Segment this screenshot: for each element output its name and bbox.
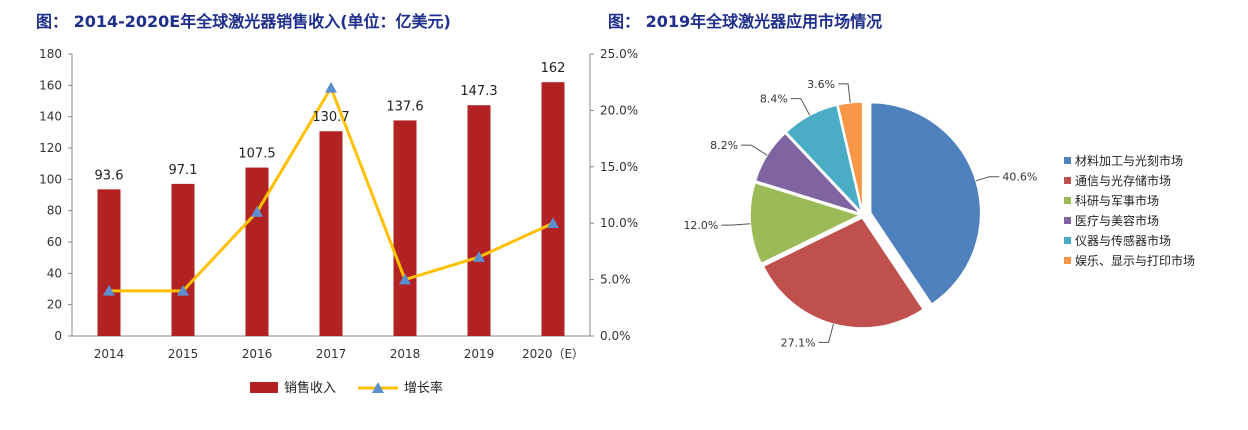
growth-rate-point <box>399 273 411 285</box>
pie-leader-line <box>790 98 811 116</box>
bar <box>393 120 417 336</box>
y-tick-label-left: 40 <box>47 266 62 280</box>
pie-leader-line <box>741 144 768 156</box>
chart-title-right: 图： 2019年全球激光器应用市场情况 <box>608 12 883 31</box>
pie-legend-label: 娱乐、显示与打印市场 <box>1075 253 1195 268</box>
growth-rate-point <box>325 81 337 93</box>
bar-data-label: 130.7 <box>312 110 349 125</box>
pie-data-label: 27.1% <box>781 336 816 349</box>
legend-label-revenue: 销售收入 <box>284 380 336 396</box>
pie-slice <box>785 104 863 215</box>
y-tick-label-left: 100 <box>39 172 62 186</box>
pie-data-label: 12.0% <box>683 219 718 232</box>
legend-swatch-revenue <box>250 382 278 393</box>
x-tick-label: 2019 <box>464 347 495 361</box>
pie-legend-swatch <box>1064 177 1071 184</box>
pie-chart: 40.6% 27.1% 12.0% 8.2% 8.4% 3.6% 材料加工与光刻市场通信与… <box>683 78 1195 350</box>
pie-leader-line <box>818 323 834 343</box>
y-tick-label-right: 10.0% <box>600 216 638 230</box>
x-tick-label: 2017 <box>316 347 347 361</box>
legend-label-growth: 增长率 <box>404 380 443 396</box>
y-tick-label-left: 140 <box>39 110 62 124</box>
pie-data-label: 8.2% <box>710 139 738 152</box>
bar-data-label: 137.6 <box>386 99 423 114</box>
y-tick-label-left: 160 <box>39 78 62 92</box>
x-tick-label: 2018 <box>390 347 421 361</box>
bar <box>245 167 269 336</box>
y-tick-label-left: 20 <box>47 298 62 312</box>
y-tick-label-right: 15.0% <box>600 160 638 174</box>
pie-legend-swatch <box>1064 197 1071 204</box>
pie-legend-swatch <box>1064 157 1071 164</box>
growth-rate-point <box>473 251 485 262</box>
bar-line-chart: 0 20 40 60 80 100 120 140 160 180 0.0% 5.0% 10.0% 15.… <box>39 47 638 396</box>
y-tick-label-left: 120 <box>39 141 62 155</box>
chart-title-left: 图： 2014-2020E年全球激光器销售收入(单位：亿美元) <box>36 12 451 31</box>
y-tick-label-right: 5.0% <box>600 273 631 287</box>
pie-legend-label: 材料加工与光刻市场 <box>1075 153 1183 168</box>
pie-leader-line <box>721 223 751 226</box>
y-tick-label-right: 0.0% <box>600 329 631 343</box>
bar-data-label: 162 <box>541 61 566 76</box>
y-tick-label-left: 180 <box>39 47 62 61</box>
growth-rate-point <box>547 217 559 228</box>
legend-swatch-growth-marker <box>372 382 384 393</box>
pie-legend-swatch <box>1064 237 1071 244</box>
bar <box>171 183 195 336</box>
pie-legend-label: 通信与光存储市场 <box>1075 173 1171 188</box>
pie-data-label: 3.6% <box>807 78 835 91</box>
bar-data-label: 107.5 <box>238 147 275 162</box>
pie-data-label: 8.4% <box>760 93 788 106</box>
bar <box>541 82 565 336</box>
pie-legend-label: 仪器与传感器市场 <box>1075 233 1171 248</box>
pie-slice <box>869 101 982 306</box>
bar-data-label: 147.3 <box>460 84 497 99</box>
y-tick-label-right: 25.0% <box>600 47 638 61</box>
pie-legend-swatch <box>1064 257 1071 264</box>
bar <box>467 105 491 336</box>
growth-rate-point <box>251 205 263 217</box>
x-tick-label: 2016 <box>242 347 273 361</box>
y-tick-label-left: 60 <box>47 235 62 249</box>
pie-leader-line <box>975 176 1000 182</box>
bar-data-label: 93.6 <box>95 168 124 183</box>
x-tick-label: 2015 <box>168 347 199 361</box>
x-tick-label: 2020（E） <box>522 347 584 361</box>
bar <box>319 131 343 336</box>
pie-data-label: 40.6% <box>1002 171 1037 184</box>
pie-slice <box>754 132 863 215</box>
pie-leader-line <box>838 83 851 103</box>
y-tick-label-left: 80 <box>47 204 62 218</box>
bar <box>97 189 121 336</box>
y-tick-label-right: 20.0% <box>600 103 638 117</box>
pie-legend-label: 科研与军事市场 <box>1075 193 1159 208</box>
pie-legend-label: 医疗与美容市场 <box>1075 213 1159 228</box>
growth-rate-point <box>177 284 189 296</box>
x-tick-label: 2014 <box>94 347 125 361</box>
y-tick-label-left: 0 <box>54 329 62 343</box>
growth-rate-point <box>103 284 115 296</box>
pie-legend-swatch <box>1064 217 1071 224</box>
bar-data-label: 97.1 <box>169 163 198 178</box>
